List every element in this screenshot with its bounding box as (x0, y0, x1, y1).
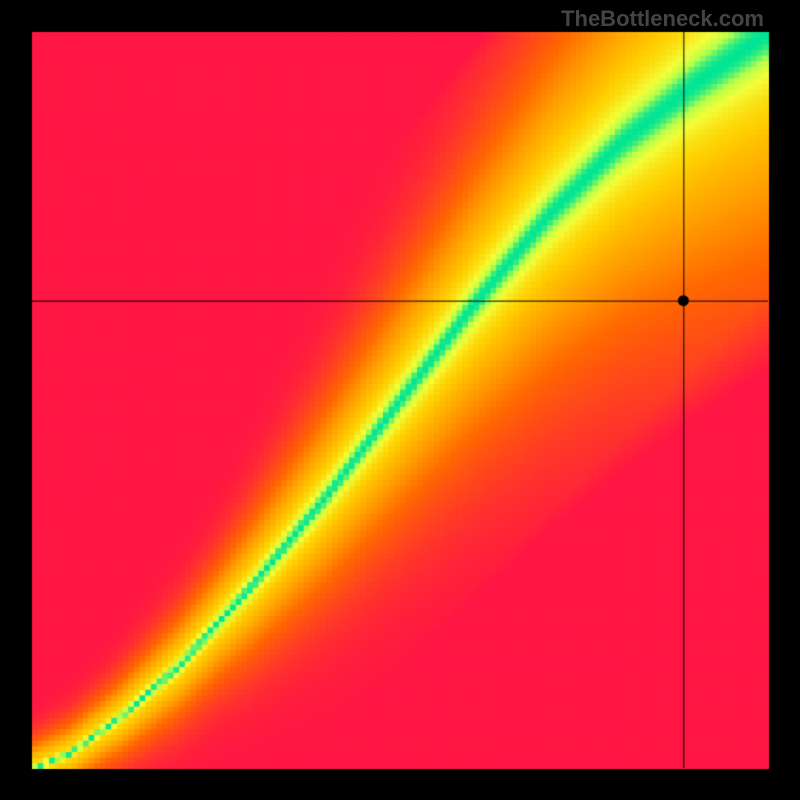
bottleneck-heatmap (0, 0, 800, 800)
chart-container: TheBottleneck.com (0, 0, 800, 800)
